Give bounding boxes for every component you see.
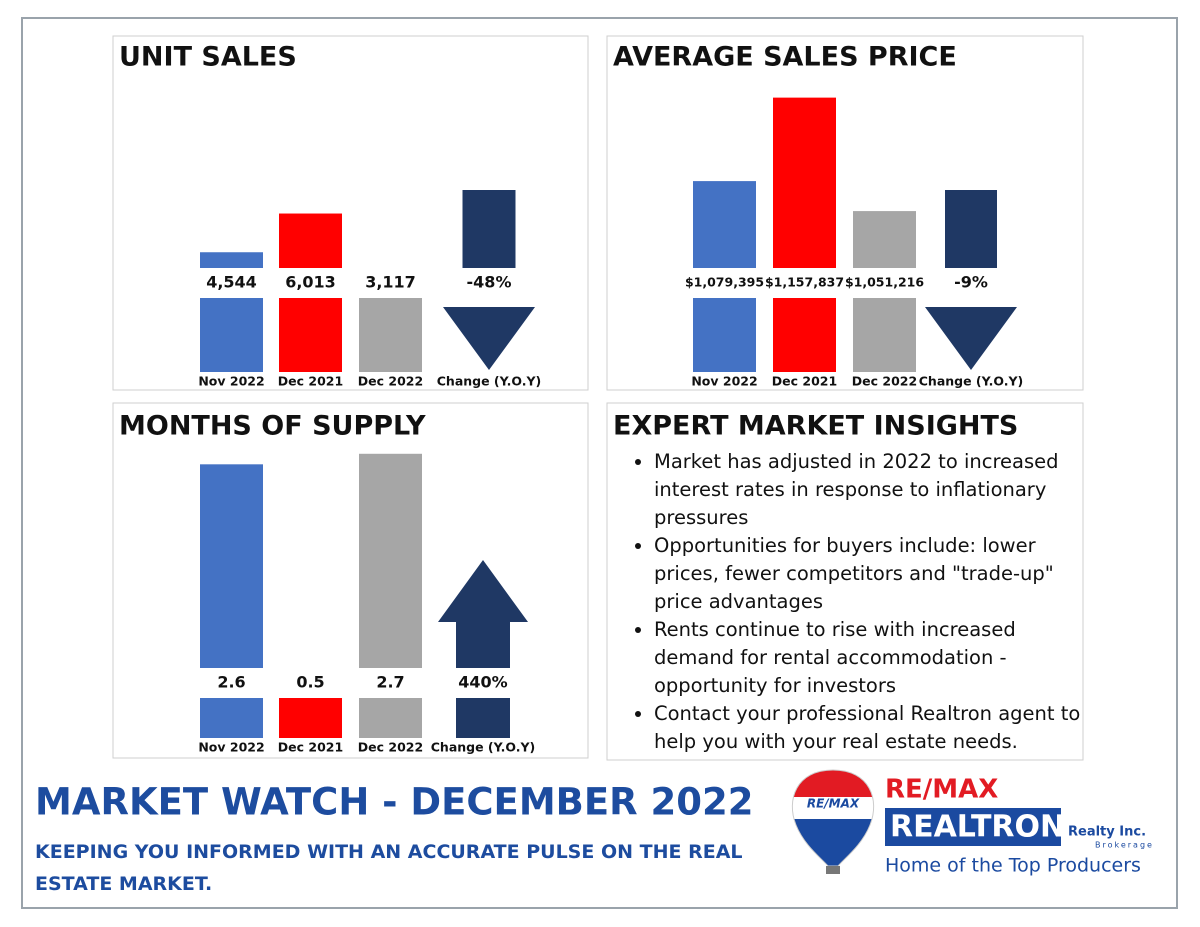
panel [606,402,1084,761]
brand: RE/MAX [885,775,998,805]
bullet-list: Market has adjusted in 2022 to increased… [612,448,1082,756]
label-gap [277,268,344,298]
name-box [885,808,1061,846]
brokerage: Brokerage [1095,841,1154,850]
value-label: 2.6 [217,673,245,692]
value-label: 2.7 [376,673,404,692]
charts: UNIT SALES 4,544 Nov 2022 6,013 Dec 2021 3,11… [119,42,1023,755]
value-label: $1,157,837 [765,275,844,290]
category-label: Nov 2022 [198,740,264,755]
category-label: Dec 2022 [358,374,423,389]
bar [773,97,836,373]
label-gap [198,668,265,698]
panel [112,402,589,759]
category-label: Dec 2022 [358,740,423,755]
category-label: Dec 2021 [278,374,343,389]
change-label: Change (Y.O.Y) [919,374,1024,389]
label-gap [691,268,758,298]
realty: Realty Inc. [1068,825,1146,840]
value-label: $1,079,395 [685,275,764,290]
panel [112,35,589,391]
label-gap [198,268,265,298]
outer-border [21,17,1178,909]
category-label: Dec 2021 [772,374,837,389]
change-label: Change (Y.O.Y) [431,740,536,755]
bar [359,289,422,372]
value-label: 3,117 [365,273,416,292]
bullet: Rents continue to rise with increased de… [654,616,1082,700]
change-value: -9% [954,273,988,292]
value-label: 6,013 [285,273,336,292]
change-label: Change (Y.O.Y) [437,374,542,389]
insights-body: Market has adjusted in 2022 to increased… [612,448,1082,758]
label-gap [277,668,344,698]
change-value: -48% [467,273,512,292]
bullet: Opportunities for buyers include: lower … [654,532,1082,616]
chart-title: AVERAGE SALES PRICE [613,42,957,73]
tagline: Home of the Top Producers [885,855,1141,877]
bullet: Market has adjusted in 2022 to increased… [654,448,1082,532]
brand-name: REALTRON [890,810,1065,845]
category-label: Nov 2022 [198,374,264,389]
label-gap [357,668,424,698]
value-label: 0.5 [296,673,324,692]
label-gap [771,268,838,298]
change-arrow [443,190,535,370]
chart-title: UNIT SALES [119,42,297,73]
change-arrow [925,190,1017,370]
footer-title: MARKET WATCH - DECEMBER 2022 [35,781,753,824]
value-label: 4,544 [206,273,257,292]
bullet: Contact your professional Realtron agent… [654,700,1082,756]
basket [826,866,840,874]
category-label: Dec 2022 [852,374,917,389]
footer-subtitle: KEEPING YOU INFORMED WITH AN ACCURATE PU… [35,841,743,895]
panel [606,35,1084,391]
category-label: Nov 2022 [691,374,757,389]
change-arrow [438,560,528,738]
insights-title: EXPERT MARKET INSIGHTS [613,411,1018,442]
label-gap [851,268,918,298]
value-label: $1,051,216 [845,275,924,290]
label-gap [357,268,424,298]
change-value: 440% [458,673,507,692]
logo: RE/MAX RE/MAX REALTRON Realty Inc. Broke… [791,769,1154,877]
footer-sub: KEEPING YOU INFORMED WITH AN ACCURATE PU… [35,841,743,895]
chart-title: MONTHS OF SUPPLY [119,411,426,442]
category-label: Dec 2021 [278,740,343,755]
balloon-text: RE/MAX [807,797,860,811]
